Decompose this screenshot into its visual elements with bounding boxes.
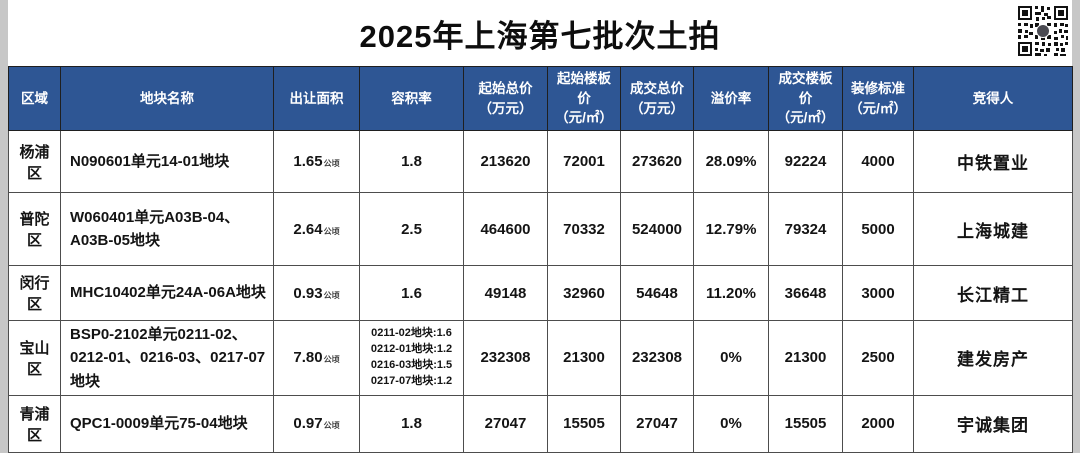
- qr-code: [1016, 4, 1070, 58]
- area-unit: 公顷: [323, 355, 340, 365]
- area-cell: 0.93公顷: [273, 265, 360, 321]
- plot-ratio-cell: 2.5: [359, 192, 464, 266]
- area-unit: 公顷: [323, 421, 340, 431]
- deal-floor-price-cell: 36648: [768, 265, 843, 321]
- plot-ratio-cell: 1.8: [359, 394, 464, 453]
- decoration-standard-cell: 2000: [842, 394, 914, 453]
- premium-rate-cell: 12.79%: [693, 192, 769, 266]
- area-unit: 公顷: [323, 226, 340, 236]
- premium-rate-cell: 0%: [693, 394, 769, 453]
- deal-total-price-cell: 273620: [620, 130, 694, 193]
- qr-center-logo: [1036, 24, 1050, 38]
- table-row: 普陀区 W060401单元A03B-04、A03B-05地块 2.64公顷 2.…: [8, 192, 1073, 266]
- start-total-price-cell: 464600: [463, 192, 548, 266]
- area-value: 0.97: [293, 415, 323, 433]
- column-header: 起始总价 （万元）: [463, 66, 548, 131]
- start-floor-price-cell: 72001: [547, 130, 621, 193]
- title-bar: 2025年上海第七批次土拍: [8, 0, 1072, 66]
- region-cell: 杨浦区: [8, 130, 61, 193]
- deal-floor-price-cell: 92224: [768, 130, 843, 193]
- area-value: 0.93: [293, 284, 323, 302]
- premium-rate-cell: 28.09%: [693, 130, 769, 193]
- area-value: 1.65: [293, 153, 323, 170]
- premium-rate-cell: 11.20%: [693, 265, 769, 321]
- area-cell: 2.64公顷: [273, 192, 360, 266]
- table-row: 闵行区 MHC10402单元24A-06A地块 0.93公顷 1.6 49148…: [8, 265, 1073, 321]
- plot-name-cell: W060401单元A03B-04、A03B-05地块: [60, 192, 274, 266]
- deal-total-price-cell: 27047: [620, 394, 694, 453]
- deal-floor-price-cell: 21300: [768, 320, 843, 396]
- deal-total-price-cell: 232308: [620, 320, 694, 396]
- winner-cell: 中铁置业: [913, 130, 1073, 193]
- column-header: 竞得人: [913, 66, 1073, 131]
- plot-name-cell: QPC1-0009单元75-04地块: [60, 394, 274, 453]
- table-row: 宝山区 BSP0-2102单元0211-02、0212-01、0216-03、0…: [8, 320, 1073, 396]
- winner-cell: 长江精工: [913, 265, 1073, 321]
- region-cell: 闵行区: [8, 265, 61, 321]
- column-header: 溢价率: [693, 66, 769, 131]
- region-cell: 青浦区: [8, 394, 61, 453]
- start-total-price-cell: 49148: [463, 265, 548, 321]
- area-cell: 1.65公顷: [273, 130, 360, 193]
- area-unit: 公顷: [323, 159, 340, 168]
- deal-total-price-cell: 54648: [620, 265, 694, 321]
- column-header: 成交楼板价 （元/㎡）: [768, 66, 843, 131]
- deal-total-price-cell: 524000: [620, 192, 694, 266]
- decoration-standard-cell: 2500: [842, 320, 914, 396]
- decoration-standard-cell: 3000: [842, 265, 914, 321]
- column-header: 装修标准 （元/㎡）: [842, 66, 914, 131]
- column-header: 成交总价 （万元）: [620, 66, 694, 131]
- plot-name-cell: MHC10402单元24A-06A地块: [60, 265, 274, 321]
- deal-floor-price-cell: 15505: [768, 394, 843, 453]
- region-cell: 普陀区: [8, 192, 61, 266]
- table-body: 杨浦区 N090601单元14-01地块 1.65公顷 1.8 213620 7…: [8, 130, 1073, 453]
- start-floor-price-cell: 21300: [547, 320, 621, 396]
- plot-name-cell: N090601单元14-01地块: [60, 130, 274, 193]
- table-row: 青浦区 QPC1-0009单元75-04地块 0.97公顷 1.8 27047 …: [8, 394, 1073, 453]
- area-cell: 0.97公顷: [273, 394, 360, 453]
- start-floor-price-cell: 70332: [547, 192, 621, 266]
- premium-rate-cell: 0%: [693, 320, 769, 396]
- area-cell: 7.80公顷: [273, 320, 360, 396]
- slide-sheet: 2025年上海第七批次土拍: [8, 0, 1073, 453]
- plot-name-cell: BSP0-2102单元0211-02、0212-01、0216-03、0217-…: [60, 320, 274, 396]
- header-row: 区域 地块名称 出让面积 容积率 起始总价 （万元） 起始楼板价 （元/㎡） 成…: [8, 66, 1073, 131]
- page-title: 2025年上海第七批次土拍: [359, 18, 721, 54]
- column-header: 起始楼板价 （元/㎡）: [547, 66, 621, 131]
- area-value: 7.80: [293, 349, 323, 367]
- decoration-standard-cell: 4000: [842, 130, 914, 193]
- winner-cell: 宇诚集团: [913, 394, 1073, 453]
- plot-ratio-cell: 1.8: [359, 130, 464, 193]
- winner-cell: 建发房产: [913, 320, 1073, 396]
- start-floor-price-cell: 32960: [547, 265, 621, 321]
- column-header: 容积率: [359, 66, 464, 131]
- column-header: 出让面积: [273, 66, 360, 131]
- decoration-standard-cell: 5000: [842, 192, 914, 266]
- start-total-price-cell: 27047: [463, 394, 548, 453]
- start-total-price-cell: 232308: [463, 320, 548, 396]
- start-total-price-cell: 213620: [463, 130, 548, 193]
- land-auction-table: 区域 地块名称 出让面积 容积率 起始总价 （万元） 起始楼板价 （元/㎡） 成…: [8, 66, 1073, 453]
- area-value: 2.64: [293, 220, 323, 238]
- deal-floor-price-cell: 79324: [768, 192, 843, 266]
- column-header: 区域: [8, 66, 61, 131]
- winner-cell: 上海城建: [913, 192, 1073, 266]
- plot-ratio-cell: 1.6: [359, 265, 464, 321]
- table-row: 杨浦区 N090601单元14-01地块 1.65公顷 1.8 213620 7…: [8, 130, 1073, 193]
- start-floor-price-cell: 15505: [547, 394, 621, 453]
- region-cell: 宝山区: [8, 320, 61, 396]
- area-unit: 公顷: [323, 290, 340, 300]
- plot-ratio-cell: 0211-02地块:1.6 0212-01地块:1.2 0216-03地块:1.…: [359, 320, 464, 396]
- column-header: 地块名称: [60, 66, 274, 131]
